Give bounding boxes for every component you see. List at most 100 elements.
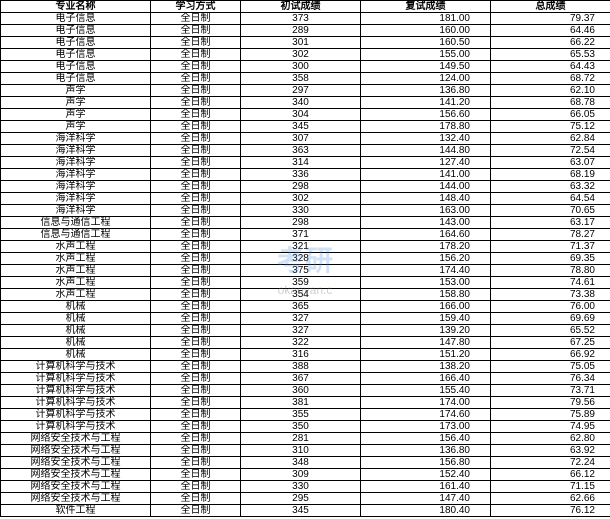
table-cell: 电子信息 xyxy=(1,25,151,37)
table-cell: 网络安全技术与工程 xyxy=(1,469,151,481)
table-cell: 电子信息 xyxy=(1,61,151,73)
scores-table: 专业名称 学习方式 初试成绩 复试成绩 总成绩 电子信息全日制373181.00… xyxy=(0,0,610,517)
table-cell: 158.80 xyxy=(361,289,491,301)
table-row: 计算机科学与技术全日制355174.6075.89 xyxy=(1,409,610,421)
table-cell: 64.54 xyxy=(491,193,610,205)
table-cell: 全日制 xyxy=(151,61,241,73)
table-cell: 298 xyxy=(241,181,361,193)
table-cell: 79.37 xyxy=(491,13,610,25)
table-cell: 全日制 xyxy=(151,361,241,373)
table-cell: 69.35 xyxy=(491,253,610,265)
table-row: 计算机科学与技术全日制367166.4076.34 xyxy=(1,373,610,385)
table-cell: 全日制 xyxy=(151,205,241,217)
table-cell: 全日制 xyxy=(151,109,241,121)
table-row: 计算机科学与技术全日制350173.0074.95 xyxy=(1,421,610,433)
table-row: 水声工程全日制354158.8073.38 xyxy=(1,289,610,301)
table-cell: 355 xyxy=(241,409,361,421)
table-row: 声学全日制345178.8075.12 xyxy=(1,121,610,133)
table-cell: 机械 xyxy=(1,301,151,313)
table-cell: 63.17 xyxy=(491,217,610,229)
col-header-total: 总成绩 xyxy=(491,1,610,13)
table-cell: 178.20 xyxy=(361,241,491,253)
table-cell: 63.92 xyxy=(491,445,610,457)
table-cell: 网络安全技术与工程 xyxy=(1,433,151,445)
table-cell: 330 xyxy=(241,481,361,493)
table-cell: 302 xyxy=(241,193,361,205)
table-cell: 全日制 xyxy=(151,25,241,37)
table-cell: 电子信息 xyxy=(1,37,151,49)
table-cell: 66.05 xyxy=(491,109,610,121)
table-cell: 365 xyxy=(241,301,361,313)
table-cell: 136.80 xyxy=(361,85,491,97)
table-cell: 68.78 xyxy=(491,97,610,109)
table-cell: 全日制 xyxy=(151,505,241,517)
table-cell: 132.40 xyxy=(361,133,491,145)
table-cell: 181.00 xyxy=(361,13,491,25)
table-cell: 136.80 xyxy=(361,445,491,457)
table-cell: 363 xyxy=(241,145,361,157)
table-cell: 全日制 xyxy=(151,121,241,133)
table-row: 海洋科学全日制363144.8072.54 xyxy=(1,145,610,157)
table-cell: 62.66 xyxy=(491,493,610,505)
table-row: 海洋科学全日制302148.4064.54 xyxy=(1,193,610,205)
table-cell: 网络安全技术与工程 xyxy=(1,481,151,493)
table-row: 网络安全技术与工程全日制330161.4071.15 xyxy=(1,481,610,493)
table-cell: 64.43 xyxy=(491,61,610,73)
table-cell: 海洋科学 xyxy=(1,205,151,217)
table-cell: 155.00 xyxy=(361,49,491,61)
table-cell: 358 xyxy=(241,73,361,85)
table-cell: 机械 xyxy=(1,313,151,325)
table-cell: 62.80 xyxy=(491,433,610,445)
table-cell: 全日制 xyxy=(151,85,241,97)
table-cell: 345 xyxy=(241,505,361,517)
table-row: 电子信息全日制302155.0065.53 xyxy=(1,49,610,61)
table-cell: 机械 xyxy=(1,349,151,361)
table-cell: 149.50 xyxy=(361,61,491,73)
table-cell: 全日制 xyxy=(151,169,241,181)
table-cell: 计算机科学与技术 xyxy=(1,385,151,397)
table-row: 电子信息全日制300149.5064.43 xyxy=(1,61,610,73)
table-cell: 海洋科学 xyxy=(1,133,151,145)
table-cell: 全日制 xyxy=(151,277,241,289)
table-cell: 304 xyxy=(241,109,361,121)
table-cell: 139.20 xyxy=(361,325,491,337)
table-cell: 350 xyxy=(241,421,361,433)
table-row: 声学全日制340141.2068.78 xyxy=(1,97,610,109)
table-cell: 328 xyxy=(241,253,361,265)
table-cell: 全日制 xyxy=(151,289,241,301)
table-cell: 全日制 xyxy=(151,241,241,253)
table-cell: 全日制 xyxy=(151,301,241,313)
table-cell: 281 xyxy=(241,433,361,445)
table-cell: 359 xyxy=(241,277,361,289)
table-cell: 全日制 xyxy=(151,253,241,265)
table-cell: 全日制 xyxy=(151,157,241,169)
table-cell: 345 xyxy=(241,121,361,133)
table-cell: 70.65 xyxy=(491,205,610,217)
table-cell: 全日制 xyxy=(151,97,241,109)
table-cell: 全日制 xyxy=(151,349,241,361)
table-row: 海洋科学全日制307132.4062.84 xyxy=(1,133,610,145)
table-cell: 164.60 xyxy=(361,229,491,241)
table-row: 声学全日制304156.6066.05 xyxy=(1,109,610,121)
table-cell: 297 xyxy=(241,85,361,97)
table-cell: 全日制 xyxy=(151,421,241,433)
table-cell: 159.40 xyxy=(361,313,491,325)
table-body: 电子信息全日制373181.0079.37电子信息全日制289160.0064.… xyxy=(1,13,610,517)
table-cell: 322 xyxy=(241,337,361,349)
table-header-row: 专业名称 学习方式 初试成绩 复试成绩 总成绩 xyxy=(1,1,610,13)
table-cell: 63.32 xyxy=(491,181,610,193)
table-cell: 314 xyxy=(241,157,361,169)
table-cell: 机械 xyxy=(1,325,151,337)
table-cell: 海洋科学 xyxy=(1,169,151,181)
table-cell: 电子信息 xyxy=(1,13,151,25)
table-cell: 316 xyxy=(241,349,361,361)
table-cell: 147.40 xyxy=(361,493,491,505)
table-cell: 327 xyxy=(241,313,361,325)
table-cell: 水声工程 xyxy=(1,241,151,253)
table-row: 水声工程全日制328156.2069.35 xyxy=(1,253,610,265)
table-row: 网络安全技术与工程全日制309152.4066.12 xyxy=(1,469,610,481)
table-cell: 72.54 xyxy=(491,145,610,157)
table-cell: 全日制 xyxy=(151,493,241,505)
table-cell: 全日制 xyxy=(151,73,241,85)
table-cell: 354 xyxy=(241,289,361,301)
